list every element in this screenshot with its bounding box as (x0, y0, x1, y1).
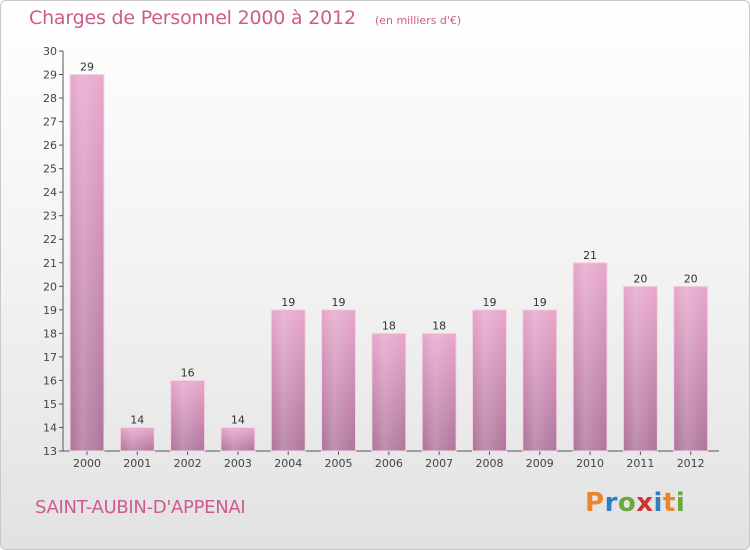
x-tick-label: 2007 (425, 457, 453, 470)
x-tick-label: 2001 (123, 457, 151, 470)
data-label: 18 (382, 319, 396, 332)
y-tick-label: 21 (43, 257, 57, 270)
data-label: 14 (231, 413, 245, 426)
y-tick-label: 20 (43, 280, 57, 293)
bar-highlight (373, 334, 404, 451)
y-tick-label: 23 (43, 210, 57, 223)
y-tick-label: 24 (43, 186, 57, 199)
y-tick-label: 29 (43, 69, 57, 82)
data-label: 20 (633, 272, 647, 285)
chart-subtitle: (en milliers d'€) (374, 14, 462, 27)
x-tick-label: 2012 (677, 457, 705, 470)
bar-highlight (675, 287, 706, 451)
bar-highlight (122, 428, 153, 451)
data-label: 19 (332, 296, 346, 309)
bars (69, 74, 709, 452)
data-label: 16 (181, 366, 195, 379)
y-tick-label: 15 (43, 398, 57, 411)
data-labels: 29 14 16 14 19 19 18 18 19 19 21 20 20 (80, 61, 698, 427)
x-tick-label: 2000 (73, 457, 101, 470)
bar-highlight (323, 310, 354, 451)
logo-letter: t (662, 488, 676, 518)
y-tick-label: 19 (43, 304, 57, 317)
x-tick-label: 2010 (576, 457, 604, 470)
x-tick-label: 2004 (274, 457, 302, 470)
data-label: 29 (80, 61, 94, 74)
logo-letter: x (636, 488, 654, 518)
data-label: 14 (130, 413, 144, 426)
chart-header: Charges de Personnel 2000 à 2012 (en mil… (29, 7, 461, 29)
y-tick-label: 18 (43, 327, 57, 340)
y-tick-label: 22 (43, 233, 57, 246)
y-tick-label: 27 (43, 116, 57, 129)
data-label: 21 (583, 249, 597, 262)
data-label: 18 (432, 319, 446, 332)
bar-highlight (575, 263, 606, 451)
commune-name: SAINT-AUBIN-D'APPENAI (35, 497, 246, 518)
y-tick-label: 26 (43, 139, 57, 152)
x-tick-label: 2011 (626, 457, 654, 470)
y-tick-label: 30 (43, 45, 57, 58)
y-tick-label: 17 (43, 351, 57, 364)
y-tick-label: 14 (43, 421, 57, 434)
x-tick-label: 2003 (224, 457, 252, 470)
data-label: 19 (281, 296, 295, 309)
logo-letter: i (675, 488, 686, 518)
x-tick-label: 2008 (475, 457, 503, 470)
bar-highlight (72, 75, 102, 451)
bar-highlight (474, 310, 505, 451)
logo-letter: i (653, 488, 663, 518)
logo-letter: o (617, 488, 637, 518)
bar-highlight (424, 334, 455, 451)
y-tick-label: 28 (43, 92, 57, 105)
data-label: 20 (684, 272, 698, 285)
bar-highlight (172, 381, 203, 451)
bar-highlight (625, 287, 656, 451)
chart-title: Charges de Personnel 2000 à 2012 (29, 7, 356, 29)
data-label: 19 (482, 296, 496, 309)
y-tick-label: 25 (43, 163, 57, 176)
bar-highlight (273, 310, 304, 451)
y-tick-label: 16 (43, 374, 57, 387)
bar-highlight (524, 310, 555, 451)
x-tick-label: 2005 (325, 457, 353, 470)
x-tick-label: 2006 (375, 457, 403, 470)
x-tick-label: 2009 (526, 457, 554, 470)
y-tick-label: 13 (43, 445, 57, 458)
logo-letter: P (585, 488, 605, 518)
x-tick-label: 2002 (174, 457, 202, 470)
proxiti-logo[interactable]: Proxiti (585, 488, 685, 518)
logo-letter: r (604, 488, 618, 518)
data-label: 19 (533, 296, 547, 309)
bar-highlight (222, 428, 253, 451)
